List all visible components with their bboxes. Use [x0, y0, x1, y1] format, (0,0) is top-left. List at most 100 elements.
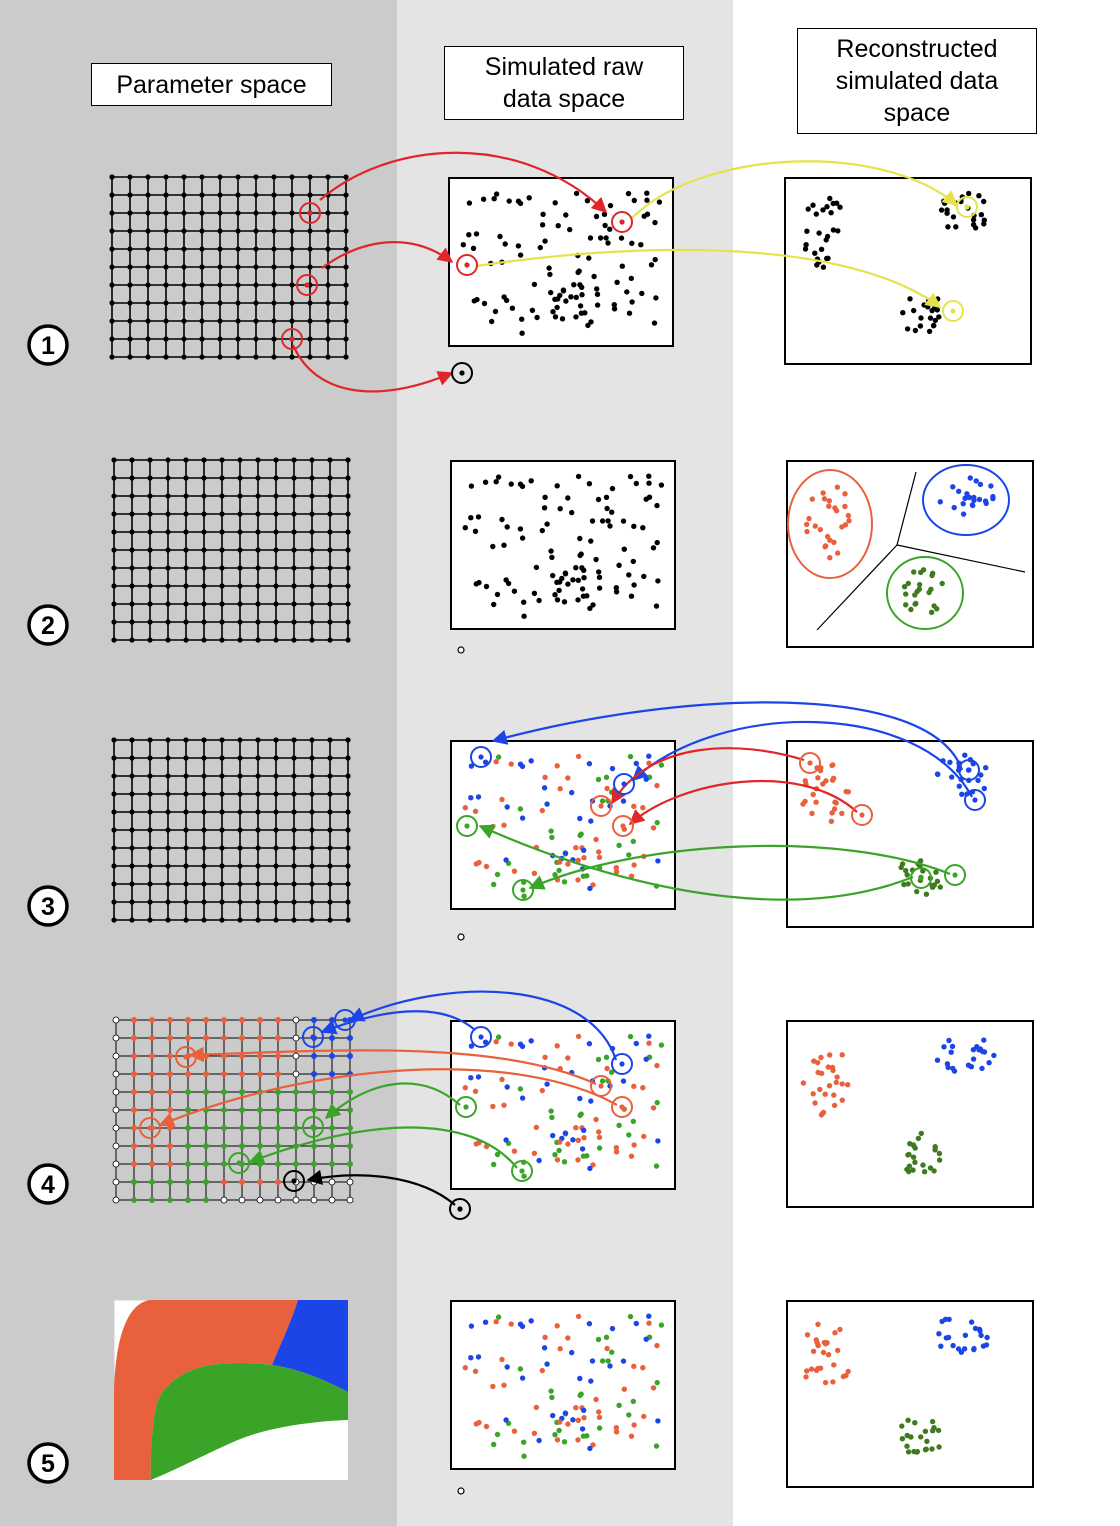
- grid-node: [311, 1107, 317, 1113]
- data-point: [588, 538, 594, 544]
- grid-node: [239, 1035, 245, 1041]
- data-point: [508, 481, 514, 487]
- grid-node: [129, 755, 135, 761]
- grid-node: [183, 773, 189, 779]
- circled-point-center: [147, 1125, 153, 1131]
- data-point: [904, 1166, 910, 1173]
- grid-node: [293, 1089, 299, 1095]
- green-region: [150, 1362, 348, 1480]
- grid-node: [127, 210, 133, 216]
- grid-node: [327, 773, 333, 779]
- data-point: [903, 867, 909, 874]
- data-point: [967, 475, 973, 481]
- data-point: [839, 810, 845, 817]
- data-point: [845, 1368, 851, 1375]
- data-point: [929, 307, 935, 314]
- data-point: [603, 1334, 610, 1341]
- data-point: [624, 289, 630, 295]
- data-point: [944, 207, 950, 213]
- circled-point-marker: [512, 879, 534, 901]
- grid-node: [183, 493, 189, 499]
- grid-node: [327, 637, 333, 643]
- grid-node: [255, 529, 261, 535]
- data-point: [501, 1102, 507, 1108]
- grid-node: [165, 493, 171, 499]
- data-point: [916, 581, 923, 588]
- data-point: [521, 1173, 527, 1179]
- grid-node: [111, 457, 117, 463]
- grid-node: [167, 1143, 173, 1149]
- grid-node: [163, 246, 169, 252]
- data-point: [903, 591, 909, 597]
- grid-node: [111, 899, 117, 905]
- data-point: [536, 597, 542, 604]
- grid-node: [238, 1196, 246, 1204]
- data-point: [596, 1134, 603, 1141]
- grid-node: [329, 1071, 335, 1077]
- grid-node: [219, 917, 225, 923]
- grid-node: [167, 1053, 173, 1059]
- grid-node: [147, 863, 153, 869]
- data-point: [904, 1443, 910, 1449]
- data-point: [491, 601, 497, 608]
- data-point: [550, 309, 556, 315]
- data-point: [931, 322, 937, 329]
- data-point: [517, 806, 524, 812]
- data-point: [556, 1147, 562, 1154]
- data-point: [631, 523, 637, 529]
- circled-point-marker: [612, 815, 634, 837]
- grid-node: [221, 1035, 227, 1041]
- data-point: [976, 193, 982, 199]
- grid-node: [329, 1053, 335, 1059]
- grid-node: [219, 457, 225, 463]
- data-point: [627, 1313, 634, 1320]
- data-point: [988, 483, 994, 489]
- grid-node: [183, 619, 189, 625]
- data-point: [825, 1064, 831, 1070]
- grid-node: [111, 601, 117, 607]
- data-point: [809, 496, 815, 502]
- data-point: [962, 495, 968, 501]
- data-point: [462, 1365, 468, 1371]
- data-point: [650, 825, 657, 831]
- data-point: [939, 580, 945, 587]
- data-point: [970, 1056, 977, 1062]
- grid-node: [129, 511, 135, 517]
- data-point: [825, 1352, 832, 1358]
- grid-node: [257, 1143, 263, 1149]
- grid-node: [147, 737, 153, 743]
- grid-node: [255, 845, 261, 851]
- grid-node: [217, 192, 223, 198]
- data-point: [609, 485, 616, 492]
- grid-node: [165, 637, 171, 643]
- circled-point-center: [459, 370, 465, 376]
- curved-arrow: [528, 844, 951, 890]
- classified-parameter-map: [113, 1299, 349, 1481]
- grid-node: [275, 1107, 281, 1113]
- data-point: [641, 1133, 647, 1140]
- data-point: [570, 1137, 576, 1143]
- data-point: [533, 1404, 540, 1411]
- grid-node: [185, 1071, 191, 1077]
- data-point: [594, 286, 600, 292]
- grid-node: [163, 264, 169, 270]
- data-point: [511, 868, 518, 874]
- grid-node: [343, 318, 349, 324]
- data-point: [561, 879, 568, 885]
- grid-node: [237, 601, 243, 607]
- orange-region: [114, 1300, 298, 1480]
- data-point: [611, 306, 618, 312]
- data-point: [899, 861, 906, 867]
- grid-node: [203, 1125, 209, 1131]
- grid-node: [165, 601, 171, 607]
- orange-cluster-ellipse: [787, 469, 873, 579]
- data-point: [565, 1421, 571, 1427]
- data-point: [831, 539, 837, 545]
- data-point: [577, 1392, 583, 1399]
- grid-node: [217, 210, 223, 216]
- grid-node: [325, 228, 331, 234]
- circled-point-marker: [799, 752, 821, 774]
- grid-node: [343, 336, 349, 342]
- grid-node: [217, 336, 223, 342]
- data-point: [945, 224, 951, 230]
